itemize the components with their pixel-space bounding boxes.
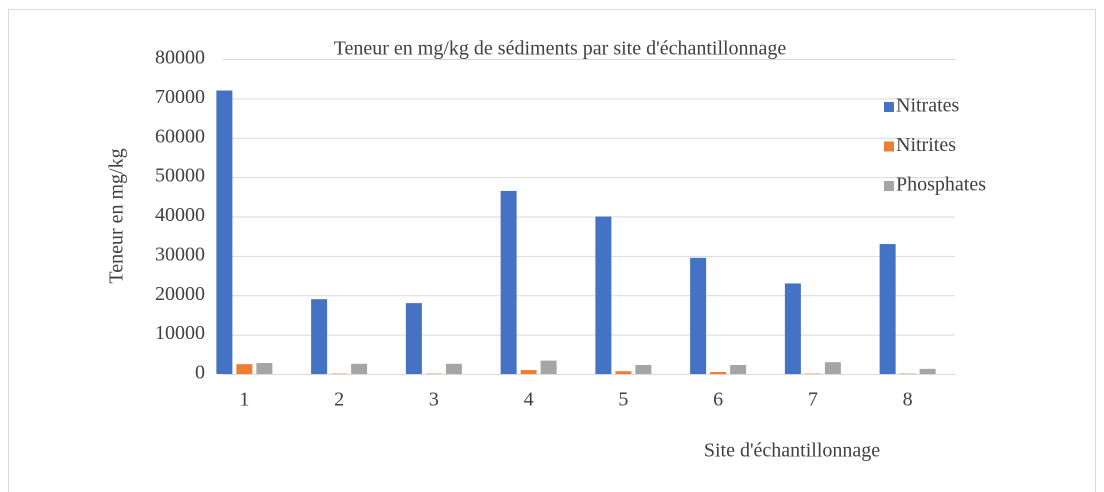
x-tick-label: 3 [429,389,439,411]
y-tick-label: 60000 [155,125,205,147]
x-tick-label: 5 [618,389,628,411]
x-tick-label: 8 [903,389,913,411]
bar [236,364,253,374]
legend-label: Phosphates [896,174,986,196]
bar [824,362,841,374]
bar [784,283,801,374]
x-axis-title: Site d'échantillonnage [704,440,880,462]
y-axis-title: Teneur en mg/kg [106,148,128,283]
y-tick-label: 0 [195,362,205,384]
x-tick-label: 4 [524,389,534,411]
y-tick-label: 20000 [155,283,205,305]
x-tick-label: 1 [239,389,249,411]
bar [520,370,537,374]
x-tick-label: 6 [713,389,723,411]
bar [445,363,462,374]
chart-title: Teneur en mg/kg de sédiments par site d'… [334,38,787,60]
bar [730,364,747,374]
y-tick-label: 80000 [155,47,205,69]
legend-label: Nitrates [896,95,960,117]
bar [311,299,328,374]
bar [500,190,517,374]
bar [879,244,896,374]
bar [690,257,707,374]
bar [405,303,422,374]
legend-swatch [884,102,894,112]
x-tick-label: 7 [808,389,818,411]
bar [351,363,368,374]
legend-label: Nitrites [896,134,956,156]
bar [710,372,727,374]
legend-swatch [884,181,894,191]
y-tick-label: 40000 [155,204,205,226]
y-tick-label: 30000 [155,243,205,265]
bar [256,362,273,374]
bar [635,364,652,374]
y-tick-label: 50000 [155,165,205,187]
bar [595,216,612,374]
bar [540,360,557,374]
x-tick-label: 2 [334,389,344,411]
chart-border [8,9,1096,492]
bar [919,368,936,374]
bar [216,90,233,374]
y-tick-label: 10000 [155,322,205,344]
bar [615,371,632,374]
legend-swatch [884,141,894,152]
y-tick-label: 70000 [155,86,205,108]
